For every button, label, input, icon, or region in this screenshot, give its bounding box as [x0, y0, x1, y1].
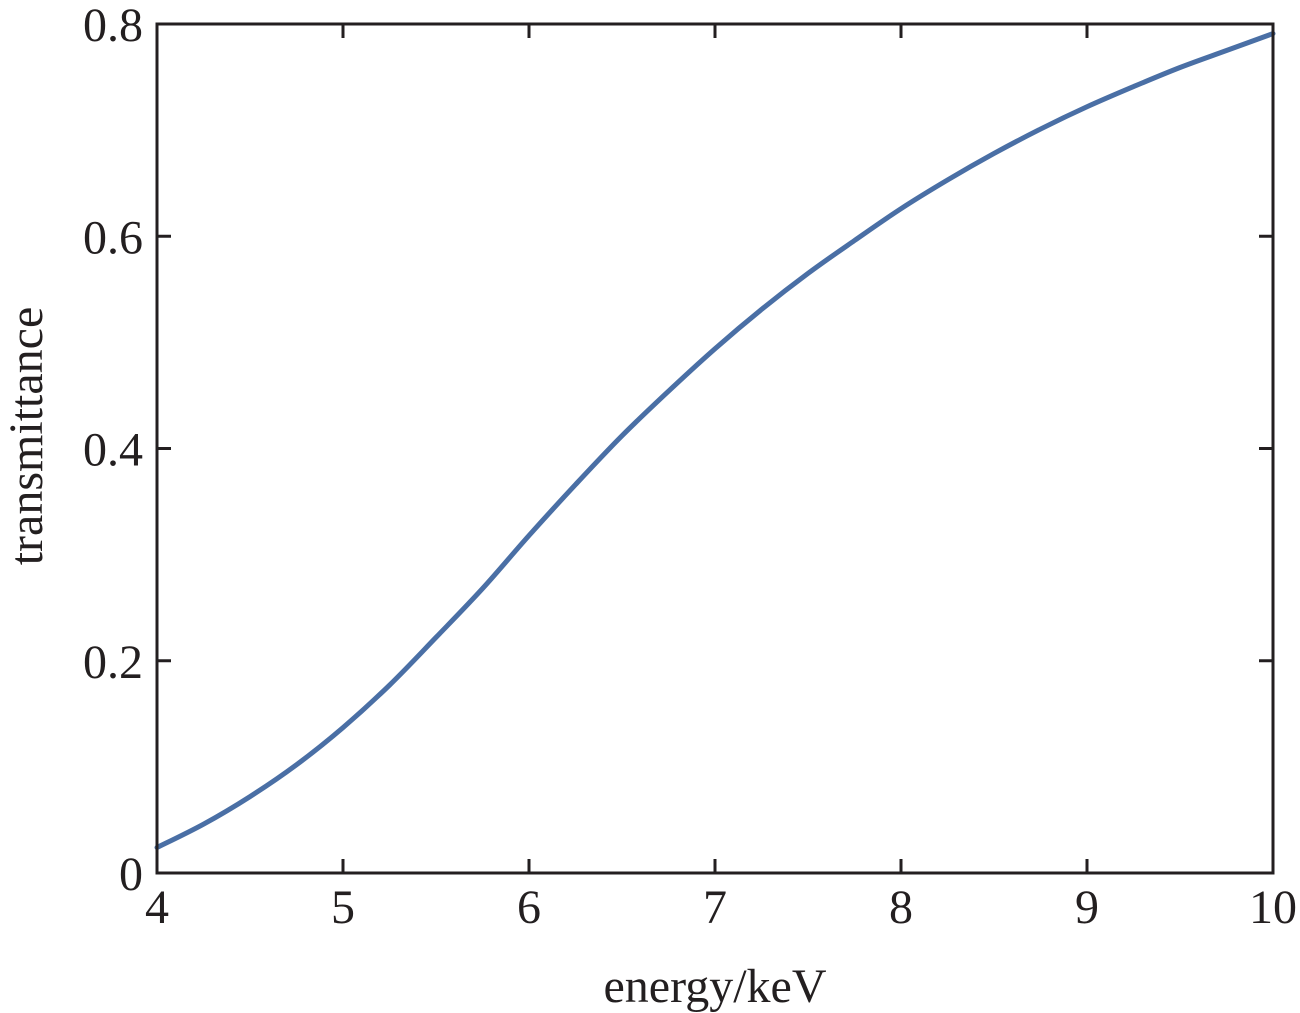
- y-axis-ticks: 0 0.2 0.4 0.6 0.8: [83, 0, 1273, 901]
- x-tick-label: 10: [1249, 881, 1297, 934]
- transmittance-series-line: [154, 31, 1276, 851]
- x-tick-label: 5: [331, 881, 355, 934]
- x-tick-label: 7: [703, 881, 727, 934]
- x-tick-label: 4: [145, 881, 169, 934]
- y-tick-label: 0.4: [83, 424, 143, 477]
- y-tick-label: 0.8: [83, 0, 143, 52]
- x-tick-label: 6: [517, 881, 541, 934]
- x-axis-label: energy/keV: [603, 960, 826, 1013]
- series-layer: [154, 31, 1276, 851]
- y-axis-label: transmittance: [0, 307, 53, 566]
- y-tick-label: 0: [119, 848, 143, 901]
- x-tick-label: 8: [889, 881, 913, 934]
- y-tick-label: 0.6: [83, 211, 143, 264]
- x-tick-label: 9: [1075, 881, 1099, 934]
- y-tick-label: 0.2: [83, 636, 143, 689]
- plot-frame: [155, 22, 1275, 875]
- x-axis-ticks: 4 5 6 7 8 9 10: [145, 24, 1297, 934]
